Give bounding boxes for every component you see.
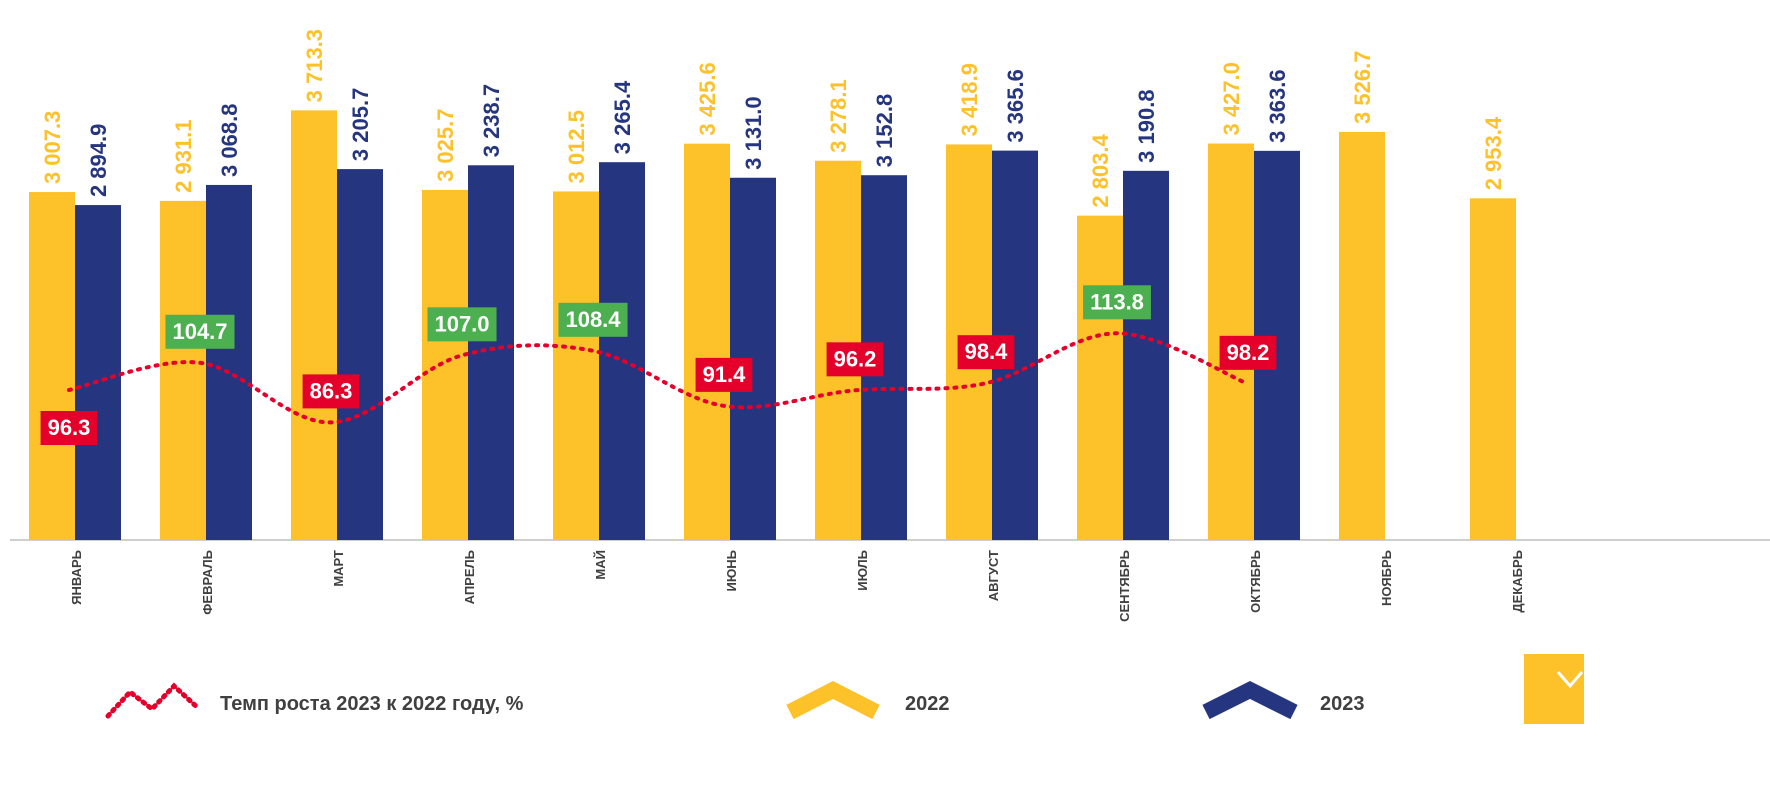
bar [599,162,645,540]
legend-label: 2022 [905,693,950,715]
growth-label-bg [427,307,497,342]
growth-label-bg [695,357,753,392]
legend-icon [1202,681,1298,720]
value-label: 3 131.0 [741,96,766,169]
value-label: 2 953.4 [1481,116,1506,190]
value-label: 3 007.3 [40,111,65,184]
value-label: 2 894.9 [86,124,111,197]
legend-label: 2023 [1320,693,1365,715]
bar [684,143,730,540]
value-label: 3 205.7 [348,88,373,161]
growth-label: 86.3 [302,374,360,409]
legend-line-icon [105,682,201,719]
growth-label-bg [558,302,628,337]
value-label: 3 427.0 [1219,62,1244,135]
growth-label: 98.4 [957,335,1015,370]
growth-label-bg [1083,285,1151,320]
bar [206,184,252,541]
value-label: 3 068.8 [217,104,242,177]
bar [422,189,468,540]
growth-value-label: 98.4 [965,339,1009,364]
x-tick-label: ИЮЛЬ [855,550,870,591]
bar [1077,215,1123,541]
bar [1123,170,1169,540]
x-tick-label: ИЮНЬ [724,550,739,591]
growth-value-label: 113.8 [1090,289,1144,314]
value-label: 3 012.5 [564,110,589,183]
growth-label: 107.0 [427,307,497,342]
bar [1339,131,1385,540]
x-tick-label: НОЯБРЬ [1379,550,1394,606]
x-tick-label: АПРЕЛЬ [462,550,477,604]
value-label: 3 265.4 [610,80,635,154]
growth-label-bg [957,335,1015,370]
growth-label: 108.4 [558,302,628,337]
growth-label: 104.7 [165,314,235,349]
value-label: 3 713.3 [302,29,327,102]
growth-label-bg [302,374,360,409]
value-label: 3 363.6 [1265,69,1290,142]
scroll-button[interactable] [1524,654,1584,724]
bar [1470,198,1516,540]
bar [337,169,383,540]
growth-value-label: 96.3 [48,415,91,440]
growth-label-bg [826,342,884,377]
value-label: 3 418.9 [957,63,982,136]
growth-label: 113.8 [1083,285,1151,320]
legend-icon [786,681,880,720]
legend: Темп роста 2023 к 2022 году, % 2022 2023 [105,681,1365,720]
growth-label: 96.3 [40,411,98,445]
value-label: 3 425.6 [695,62,720,135]
button-bg[interactable] [1524,654,1584,724]
value-label: 3 365.6 [1003,69,1028,142]
value-label: 3 526.7 [1350,51,1375,124]
growth-value-label: 86.3 [310,378,353,403]
growth-value-label: 98.2 [1227,340,1270,365]
growth-value-label: 96.2 [834,346,877,371]
x-tick-label: СЕНТЯБРЬ [1117,550,1132,622]
x-tick-label: ЯНВАРЬ [69,550,84,605]
growth-label: 96.2 [826,342,884,377]
growth-value-label: 104.7 [172,319,227,344]
growth-label-bg [1219,335,1277,370]
bar [75,205,121,541]
value-label: 3 278.1 [826,79,851,152]
bar [160,200,206,540]
x-tick-label: ДЕКАБРЬ [1510,550,1525,613]
growth-label: 91.4 [695,357,753,392]
value-label: 3 190.8 [1134,89,1159,162]
growth-label: 98.2 [1219,335,1277,370]
value-label: 3 025.7 [433,109,458,182]
chevron-icon[interactable] [1556,671,1584,689]
bar [291,110,337,541]
value-label: 2 931.1 [171,119,196,192]
value-label: 3 152.8 [872,94,897,167]
growth-line [67,331,1250,425]
x-tick-label: ОКТЯБРЬ [1248,550,1263,613]
growth-value-label: 108.4 [565,307,621,332]
x-tick-label: МАРТ [331,550,346,587]
growth-value-label: 107.0 [434,311,489,336]
value-label: 3 238.7 [479,84,504,157]
value-label: 2 803.4 [1088,133,1113,207]
x-tick-label: МАЙ [593,550,608,580]
x-tick-label: АВГУСТ [986,550,1001,601]
growth-label-bg [165,314,235,349]
x-tick-label: ФЕВРАЛЬ [200,550,215,615]
bar [553,191,599,541]
growth-value-label: 91.4 [703,362,747,387]
legend-label: Темп роста 2023 к 2022 году, % [220,693,524,715]
growth-label-bg [40,411,98,445]
bar [29,192,75,540]
